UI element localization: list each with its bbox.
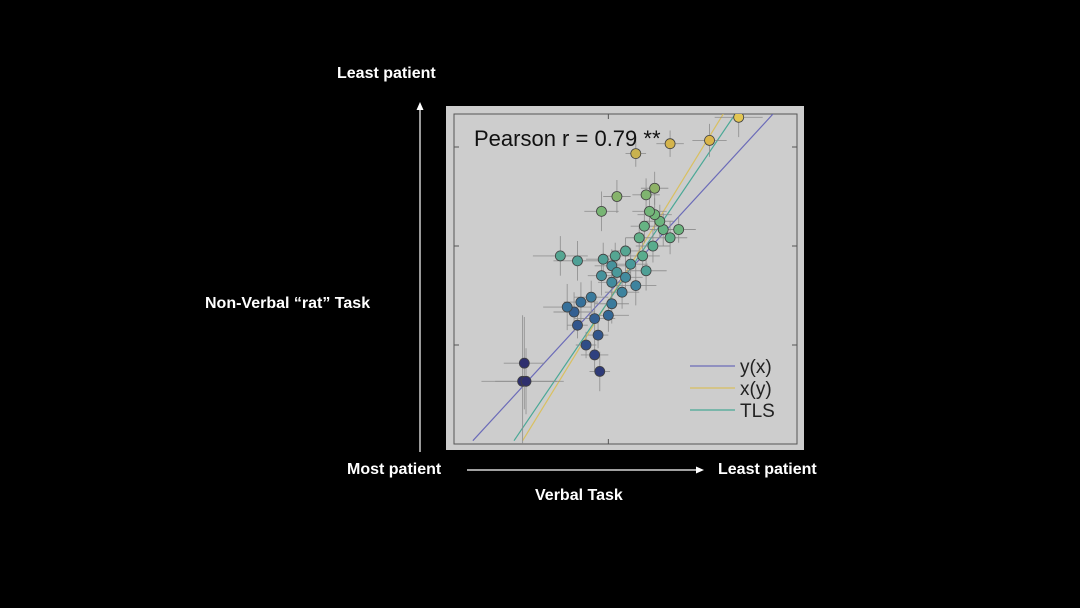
legend-label: y(x) xyxy=(740,357,772,378)
data-point xyxy=(625,258,637,270)
data-point xyxy=(664,138,676,150)
data-point xyxy=(640,189,652,201)
x-axis-title: Verbal Task xyxy=(535,487,623,504)
data-point xyxy=(596,270,607,282)
data-point xyxy=(572,319,583,331)
data-point xyxy=(554,250,566,262)
data-point xyxy=(597,253,609,265)
data-point xyxy=(673,224,685,235)
x-axis-right-label: Least patient xyxy=(718,461,817,478)
scatter-plot-canvas: Pearson r = 0.79 ** y(x)x(y)TLS xyxy=(453,113,798,445)
y-axis-title: Non-Verbal “rat” Task xyxy=(205,295,371,312)
data-point xyxy=(609,250,621,262)
data-point xyxy=(602,309,614,321)
data-point xyxy=(620,271,631,283)
x-axis-left-label: Most patient xyxy=(347,461,442,478)
data-point xyxy=(518,357,530,369)
data-point xyxy=(520,375,532,387)
data-point xyxy=(611,266,623,278)
data-point xyxy=(704,135,715,146)
data-point xyxy=(592,329,604,341)
data-point xyxy=(606,298,618,310)
y-axis-arrow xyxy=(416,102,424,452)
data-point xyxy=(575,296,587,308)
data-point xyxy=(630,148,642,159)
data-point xyxy=(638,220,650,232)
data-point xyxy=(733,114,745,123)
axis-ticks xyxy=(454,114,797,444)
data-point xyxy=(589,349,601,361)
scatter-plot: Pearson r = 0.79 ** y(x) x(y) TLS xyxy=(446,106,804,450)
legend-label: x(y) xyxy=(740,379,772,400)
x-axis-arrow xyxy=(467,466,704,474)
data-point xyxy=(580,339,592,351)
data-point xyxy=(620,245,631,257)
data-point xyxy=(647,240,659,252)
data-point xyxy=(633,232,645,244)
data-point xyxy=(630,280,642,292)
data-point xyxy=(637,250,649,262)
data-point xyxy=(644,205,655,217)
data-point xyxy=(649,182,661,194)
data-point xyxy=(589,313,601,325)
data-point xyxy=(585,291,597,303)
pearson-annotation: Pearson r = 0.79 ** xyxy=(474,126,661,151)
data-point xyxy=(640,265,652,277)
data-point xyxy=(572,255,583,267)
legend-label: TLS xyxy=(740,401,775,422)
data-point xyxy=(616,286,628,298)
data-points xyxy=(517,114,745,387)
data-point xyxy=(664,232,676,244)
data-point xyxy=(606,276,618,288)
data-point xyxy=(611,191,623,202)
data-point xyxy=(561,301,573,313)
y-axis-top-label: Least patient xyxy=(337,65,436,82)
data-point xyxy=(594,365,606,377)
legend: y(x)x(y)TLS xyxy=(690,357,775,422)
data-point xyxy=(596,205,607,217)
